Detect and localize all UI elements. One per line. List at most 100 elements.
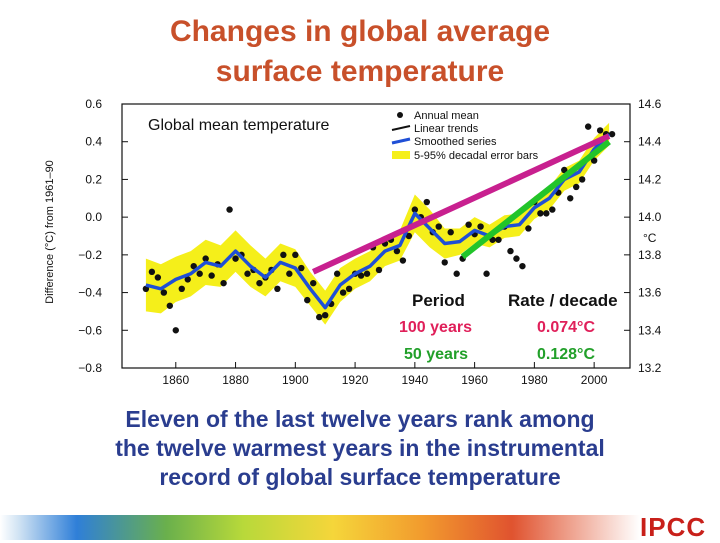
y2-tick-label: 13.8 [638,248,662,262]
plot-frame [121,103,631,369]
annual-mean-point [477,223,484,230]
y2-axis-label: °C [643,231,657,245]
annual-mean-point [399,257,407,264]
y2-tick-label: 14.6 [638,97,662,111]
annual-mean-point [507,247,514,255]
annual-mean-point [608,130,616,138]
annual-mean-point [590,157,598,164]
annual-mean-point [519,262,526,270]
annual-mean-point [274,285,281,292]
annual-mean-point [411,206,419,213]
annual-mean-point [339,289,347,296]
annual-mean-point [310,279,317,287]
x-tick-label: 1940 [401,373,428,387]
annual-mean-point [363,270,371,277]
y-tick-label: 0.0 [85,210,102,224]
table-header-rate: Rate / decade [508,291,618,310]
annual-mean-point [465,221,472,228]
annual-mean-point [513,255,520,262]
y-axis-label: Difference (°C) from 1961–90 [44,160,56,304]
annual-mean-point [357,272,365,279]
annual-mean-point [453,270,460,277]
annual-mean-point [561,166,568,174]
smoothed-layer [145,132,611,310]
annual-mean-point [435,223,442,230]
annual-mean-point [375,266,383,274]
y2-tick-label: 13.2 [638,361,662,375]
legend-smooth-marker [391,137,411,145]
x-tick-label: 1920 [342,373,369,387]
annual-mean-point [292,251,299,259]
x-tick-label: 1880 [222,373,249,387]
annual-mean-point [584,123,592,130]
annual-mean-point [190,262,197,270]
legend: Annual mean Linear trends Smoothed serie… [391,110,539,162]
annual-mean-point [148,268,156,276]
ipcc-logo-text: IPCC [640,512,707,542]
annual-mean-point [172,327,179,334]
axes-layer: −0.8 −0.6 −0.4 −0.2 0.0 0.2 0.4 0.6 13.2 13.4 13.6… [78,97,661,387]
slide-title: Changes in global average surface temper… [0,12,720,92]
legend-item-band: 5-95% decadal error bars [414,150,539,162]
trend-line-50-years [460,139,611,260]
legend-band-marker [392,151,410,159]
title-line-2: surface temperature [215,55,505,88]
annual-mean-point [567,195,574,202]
y-tick-label: −0.8 [78,361,102,375]
annual-mean-point [345,285,353,292]
legend-item-annual: Annual mean [414,110,479,122]
annual-mean-layer [142,123,616,334]
legend-item-smoothed: Smoothed series [414,136,497,148]
annual-mean-point [178,285,185,292]
annual-mean-point [543,210,550,217]
table-rate-50: 0.128°C [537,346,595,363]
footer-gradient-bar [0,515,640,540]
trend-line-100-years [311,133,611,275]
annual-mean-point [393,247,401,255]
table-rate-100: 0.074°C [537,319,595,336]
rate-table: Period Rate / decade 100 years 0.074°C 5… [399,291,618,363]
title-line-1: Changes in global average [169,15,551,48]
annual-mean-point [322,312,329,319]
annual-mean-point [578,176,586,183]
legend-item-trends: Linear trends [414,123,479,135]
annual-mean-point [232,255,239,262]
smoothed-series-line [145,132,611,310]
annual-mean-point [525,225,532,232]
annual-mean-point [304,296,311,304]
y2-tick-label: 13.4 [638,323,662,337]
legend-line-marker [391,125,411,131]
annual-mean-point [280,251,287,259]
annual-mean-point [441,259,448,266]
chart-title: Global mean temperature [148,117,330,134]
annual-mean-point [573,183,580,191]
annual-mean-point [333,270,341,277]
annual-mean-point [447,229,454,236]
caption-line-3: record of global surface temperature [159,464,561,490]
table-period-50: 50 years [404,346,468,363]
annual-mean-point [298,264,305,272]
annual-mean-point [166,302,174,309]
annual-mean-point [495,236,502,243]
annual-mean-point [286,270,293,277]
y-tick-label: −0.4 [78,286,102,300]
x-tick-label: 1960 [461,373,488,387]
annual-mean-point [154,274,162,281]
caption-line-2: the twelve warmest years in the instrume… [115,435,605,461]
annual-mean-point [184,276,191,283]
annual-mean-point [256,279,263,287]
annual-mean-point [316,313,323,321]
annual-mean-point [549,206,556,213]
x-tick-label: 1980 [521,373,548,387]
annual-mean-point [596,127,604,134]
y-tick-label: −0.6 [78,323,102,337]
x-tick-label: 1860 [162,373,189,387]
y-tick-label: 0.2 [85,172,102,186]
y2-tick-label: 14.0 [638,210,662,224]
y2-tick-label: 13.6 [638,286,662,300]
annual-mean-point [244,270,251,277]
annual-mean-point [208,272,215,279]
y-tick-label: 0.4 [85,135,102,149]
legend-dot-marker [397,112,403,118]
annual-mean-point [537,210,544,217]
